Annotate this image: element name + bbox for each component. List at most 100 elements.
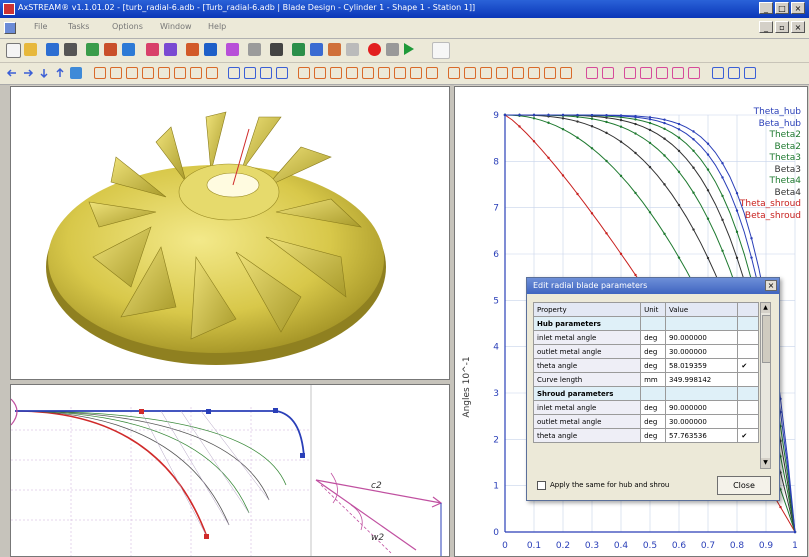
edit-tool-2-icon[interactable] bbox=[110, 67, 122, 79]
horizontal-splitter[interactable] bbox=[10, 380, 450, 384]
dialog-close-button[interactable]: Close bbox=[717, 476, 771, 495]
save-icon[interactable] bbox=[46, 43, 59, 56]
line-tool-7-icon[interactable] bbox=[544, 67, 556, 79]
profile-icon[interactable] bbox=[226, 43, 239, 56]
dialog-close-icon[interactable]: × bbox=[765, 280, 777, 291]
arrow-up-icon[interactable] bbox=[54, 67, 66, 79]
point-tool-3-icon[interactable] bbox=[624, 67, 636, 79]
grid-row[interactable]: theta angle deg 57.763536 ✔ bbox=[532, 428, 759, 443]
line-tool-3-icon[interactable] bbox=[480, 67, 492, 79]
disabled-tool-icon[interactable] bbox=[346, 43, 359, 56]
table-icon[interactable] bbox=[310, 43, 323, 56]
grid-row[interactable]: theta angle deg 58.019359 ✔ bbox=[532, 358, 759, 373]
grid-row[interactable]: inlet metal angle deg 90.000000 bbox=[532, 400, 759, 415]
value-cell[interactable]: 30.000000 bbox=[664, 414, 739, 429]
edit-tool-7-icon[interactable] bbox=[190, 67, 202, 79]
view-tool-2-icon[interactable] bbox=[244, 67, 256, 79]
flow-icon[interactable] bbox=[204, 43, 217, 56]
maximize-button[interactable]: □ bbox=[775, 2, 789, 14]
value-cell[interactable]: 30.000000 bbox=[664, 344, 739, 359]
shape-tool-8-icon[interactable] bbox=[410, 67, 422, 79]
shape-tool-1-icon[interactable] bbox=[298, 67, 310, 79]
arrow-right-icon[interactable] bbox=[22, 67, 34, 79]
grid-view-icon[interactable] bbox=[70, 67, 82, 79]
view-tool-1-icon[interactable] bbox=[228, 67, 240, 79]
calc-icon[interactable] bbox=[292, 43, 305, 56]
play-icon[interactable] bbox=[404, 43, 414, 55]
mdi-close-button[interactable]: × bbox=[791, 21, 805, 33]
point-tool-7-icon[interactable] bbox=[688, 67, 700, 79]
col-value[interactable]: Value bbox=[664, 302, 739, 317]
meridional-curve-view[interactable]: c2 w2 bbox=[10, 384, 450, 557]
stop-square-icon[interactable] bbox=[270, 43, 283, 56]
edit-check-icon[interactable]: ✔ bbox=[737, 428, 759, 443]
edit-tool-4-icon[interactable] bbox=[142, 67, 154, 79]
edit-tool-1-icon[interactable] bbox=[94, 67, 106, 79]
rotor-icon[interactable] bbox=[164, 43, 177, 56]
blank-tool-icon[interactable] bbox=[432, 42, 450, 59]
grid-section-row[interactable]: Shroud parameters bbox=[532, 386, 759, 401]
minimize-button[interactable]: _ bbox=[759, 2, 773, 14]
line-tool-4-icon[interactable] bbox=[496, 67, 508, 79]
shape-tool-9-icon[interactable] bbox=[426, 67, 438, 79]
line-tool-2-icon[interactable] bbox=[464, 67, 476, 79]
pause-icon[interactable] bbox=[386, 43, 399, 56]
menu-tasks[interactable]: Tasks bbox=[68, 22, 90, 31]
grid-section-row[interactable]: Hub parameters bbox=[532, 316, 759, 331]
param-grid-scrollbar[interactable]: ▲ ▼ bbox=[760, 302, 771, 469]
chart-icon[interactable] bbox=[104, 43, 117, 56]
menu-window[interactable]: Window bbox=[160, 22, 192, 31]
extra-tool-icon[interactable] bbox=[744, 67, 756, 79]
open-folder-icon[interactable] bbox=[24, 43, 37, 56]
line-tool-8-icon[interactable] bbox=[560, 67, 572, 79]
value-cell[interactable]: 90.000000 bbox=[664, 330, 739, 345]
point-tool-6-icon[interactable] bbox=[672, 67, 684, 79]
mdi-restore-button[interactable]: ▫ bbox=[775, 21, 789, 33]
grid-row[interactable]: outlet metal angle deg 30.000000 bbox=[532, 344, 759, 359]
menu-file[interactable]: File bbox=[34, 22, 48, 31]
point-tool-5-icon[interactable] bbox=[656, 67, 668, 79]
value-cell[interactable]: 58.019359 bbox=[664, 358, 739, 373]
new-file-icon[interactable] bbox=[6, 43, 21, 58]
scroll-thumb[interactable] bbox=[762, 315, 771, 363]
col-property[interactable]: Property bbox=[532, 302, 642, 317]
print-icon[interactable] bbox=[64, 43, 77, 56]
edit-tool-5-icon[interactable] bbox=[158, 67, 170, 79]
col-unit[interactable]: Unit bbox=[640, 302, 666, 317]
edit-tool-3-icon[interactable] bbox=[126, 67, 138, 79]
document-icon[interactable] bbox=[4, 22, 16, 34]
scroll-down-icon[interactable]: ▼ bbox=[761, 458, 770, 468]
point-tool-2-icon[interactable] bbox=[602, 67, 614, 79]
view-tool-4-icon[interactable] bbox=[276, 67, 288, 79]
stage-icon[interactable] bbox=[186, 43, 199, 56]
measure-tool-icon[interactable] bbox=[728, 67, 740, 79]
mdi-minimize-button[interactable]: _ bbox=[759, 21, 773, 33]
edit-check-icon[interactable]: ✔ bbox=[737, 358, 759, 373]
shape-tool-2-icon[interactable] bbox=[314, 67, 326, 79]
grid-icon[interactable] bbox=[86, 43, 99, 56]
point-tool-4-icon[interactable] bbox=[640, 67, 652, 79]
shape-tool-6-icon[interactable] bbox=[378, 67, 390, 79]
menu-help[interactable]: Help bbox=[208, 22, 227, 31]
blade-icon[interactable] bbox=[146, 43, 159, 56]
scroll-up-icon[interactable]: ▲ bbox=[761, 303, 770, 313]
shape-tool-5-icon[interactable] bbox=[362, 67, 374, 79]
edit-tool-8-icon[interactable] bbox=[206, 67, 218, 79]
record-icon[interactable] bbox=[368, 43, 381, 56]
arrow-left-icon[interactable] bbox=[6, 67, 18, 79]
line-tool-5-icon[interactable] bbox=[512, 67, 524, 79]
point-tool-1-icon[interactable] bbox=[586, 67, 598, 79]
value-cell[interactable]: 90.000000 bbox=[664, 400, 739, 415]
settings-icon[interactable] bbox=[248, 43, 261, 56]
menu-options[interactable]: Options bbox=[112, 22, 143, 31]
help-tool-icon[interactable] bbox=[712, 67, 724, 79]
value-cell[interactable]: 349.998142 bbox=[664, 372, 739, 387]
close-button[interactable]: × bbox=[791, 2, 805, 14]
value-cell[interactable]: 57.763536 bbox=[664, 428, 739, 443]
grid-row[interactable]: inlet metal angle deg 90.000000 bbox=[532, 330, 759, 345]
report-icon[interactable] bbox=[328, 43, 341, 56]
grid-row[interactable]: Curve length mm 349.998142 bbox=[532, 372, 759, 387]
shape-tool-3-icon[interactable] bbox=[330, 67, 342, 79]
shape-tool-4-icon[interactable] bbox=[346, 67, 358, 79]
arrow-down-icon[interactable] bbox=[38, 67, 50, 79]
